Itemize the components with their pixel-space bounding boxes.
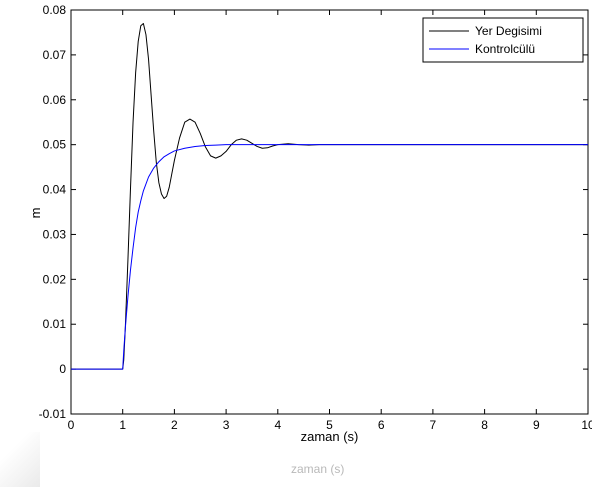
legend-box (422, 17, 584, 63)
x-tick-label: 0 (68, 418, 75, 432)
x-tick-label: 4 (274, 418, 281, 432)
legend-label: Kontrolcülü (475, 42, 535, 56)
x-tick-label: 5 (326, 418, 333, 432)
y-tick-label: 0.02 (43, 272, 67, 286)
faded-caption: zaman (s) (291, 462, 345, 476)
x-tick-label: 2 (171, 418, 178, 432)
y-axis-title: m (28, 208, 43, 219)
y-tick-label: 0.04 (43, 183, 67, 197)
y-tick-label: 0.01 (43, 317, 67, 331)
y-tick-label: 0.05 (43, 138, 67, 152)
x-tick-label: 7 (430, 418, 437, 432)
corner-fade (0, 432, 40, 487)
legend-label: Yer Degisimi (475, 24, 542, 38)
x-tick-label: 9 (533, 418, 540, 432)
y-tick-label: -0.01 (39, 407, 67, 421)
y-tick-label: 0 (59, 362, 66, 376)
x-tick-label: 6 (378, 418, 385, 432)
y-tick-label: 0.06 (43, 93, 67, 107)
y-tick-label: 0.08 (43, 3, 67, 17)
x-tick-label: 8 (481, 418, 488, 432)
x-axis-title: zaman (s) (301, 429, 359, 444)
legend: Yer Degisimi Kontrolcülü (422, 17, 584, 63)
x-tick-label: 10 (581, 418, 592, 432)
x-tick-label: 1 (119, 418, 126, 432)
series-line-2 (71, 144, 588, 370)
plot-area (70, 9, 589, 415)
y-tick-label: 0.07 (43, 48, 67, 62)
y-tick-label: 0.03 (43, 227, 67, 241)
x-tick-label: 3 (223, 418, 230, 432)
